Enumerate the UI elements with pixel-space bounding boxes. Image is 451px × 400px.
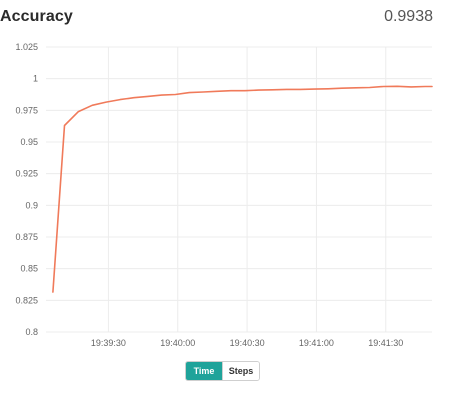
y-tick-label: 0.85 bbox=[20, 264, 38, 274]
y-tick-label: 0.8 bbox=[25, 327, 38, 337]
x-tick-label: 19:40:00 bbox=[160, 338, 195, 348]
x-grid-lines bbox=[107, 47, 387, 332]
chart-title: Accuracy bbox=[0, 8, 73, 25]
x-axis-mode-toggle: Time Steps bbox=[185, 361, 260, 381]
x-tick-label: 19:41:30 bbox=[368, 338, 403, 348]
accuracy-line-chart: 0.8 0.825 0.85 0.875 0.9 0.925 0.95 0.975 1 1.025… bbox=[15, 42, 433, 348]
x-tick-labels: 19:39:30 19:40:00 19:40:30 19:41:00 19:41:30 bbox=[91, 338, 403, 348]
chart-area: 0.8 0.825 0.85 0.875 0.9 0.925 0.95 0.975 1 1.025… bbox=[0, 36, 451, 356]
y-tick-label: 0.875 bbox=[15, 232, 38, 242]
chart-header: Accuracy 0.9938 bbox=[0, 0, 451, 40]
x-tick-label: 19:39:30 bbox=[91, 338, 126, 348]
series-lines bbox=[52, 85, 433, 293]
y-tick-label: 0.925 bbox=[15, 169, 38, 179]
y-grid-lines bbox=[46, 46, 432, 333]
accuracy-series-line bbox=[52, 85, 433, 293]
y-tick-label: 0.95 bbox=[20, 137, 38, 147]
y-tick-label: 1 bbox=[33, 74, 38, 84]
y-tick-label: 0.825 bbox=[15, 295, 38, 305]
y-tick-labels: 0.8 0.825 0.85 0.875 0.9 0.925 0.95 0.975 1 1.025 bbox=[15, 42, 38, 337]
time-toggle-button[interactable]: Time bbox=[186, 362, 222, 380]
current-value: 0.9938 bbox=[384, 8, 433, 25]
y-tick-label: 0.975 bbox=[15, 105, 38, 115]
steps-toggle-button[interactable]: Steps bbox=[222, 362, 259, 380]
x-tick-label: 19:40:30 bbox=[230, 338, 265, 348]
x-tick-label: 19:41:00 bbox=[299, 338, 334, 348]
y-tick-label: 0.9 bbox=[25, 200, 38, 210]
y-tick-label: 1.025 bbox=[15, 42, 38, 52]
